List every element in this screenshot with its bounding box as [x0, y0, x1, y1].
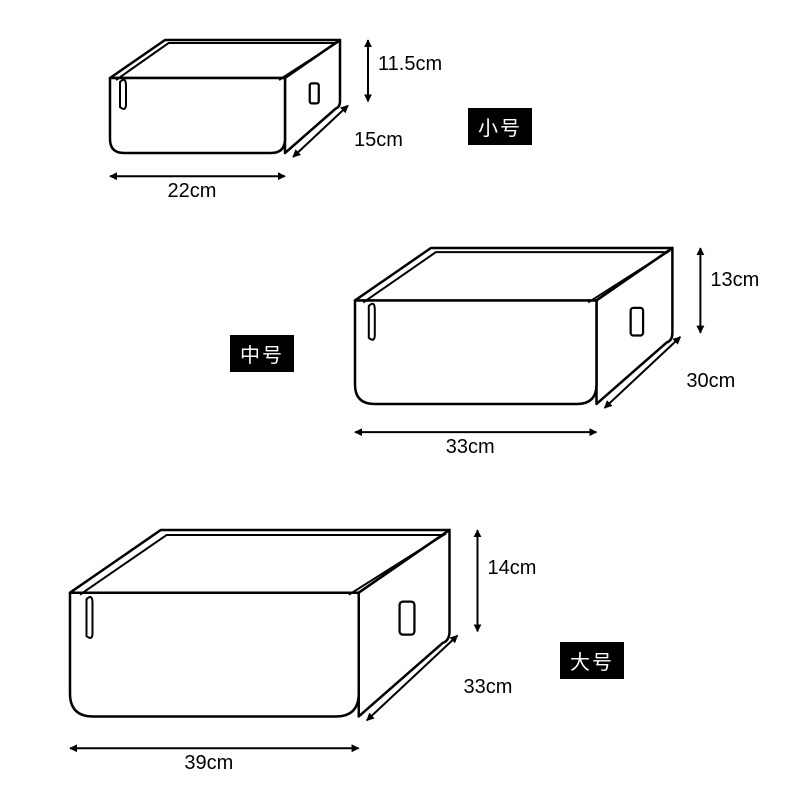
box-small — [110, 40, 368, 176]
width-label-small: 22cm — [168, 180, 217, 203]
size-badge-large: 大号 — [560, 642, 624, 679]
size-badge-small: 小号 — [468, 108, 532, 145]
height-label-medium: 13cm — [710, 269, 759, 292]
depth-label-medium: 30cm — [686, 370, 735, 393]
height-label-large: 14cm — [488, 557, 537, 580]
box-medium — [355, 248, 700, 432]
size-badge-medium: 中号 — [230, 335, 294, 372]
width-label-large: 39cm — [184, 752, 233, 775]
width-label-medium: 33cm — [446, 436, 495, 459]
height-label-small: 11.5cm — [378, 53, 442, 76]
depth-label-small: 15cm — [354, 129, 403, 152]
depth-label-large: 33cm — [464, 676, 513, 699]
box-large — [70, 530, 478, 748]
